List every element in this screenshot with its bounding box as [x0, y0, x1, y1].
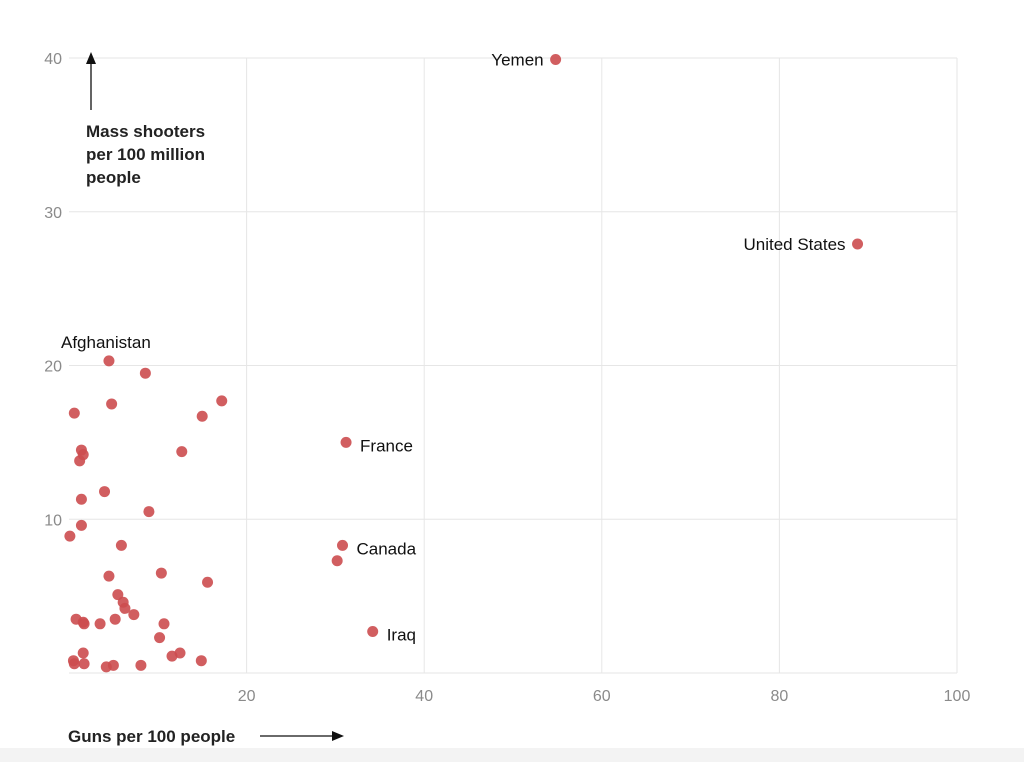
point-label-canada: Canada	[357, 539, 417, 558]
gridlines	[69, 57, 958, 674]
data-point	[115, 539, 127, 551]
point-label-afghanistan: Afghanistan	[61, 333, 151, 352]
bottom-strip	[0, 748, 1024, 762]
data-point-united-states	[852, 238, 864, 250]
x-tick-label: 100	[944, 688, 971, 705]
data-point-france	[340, 436, 352, 448]
point-label-iraq: Iraq	[387, 625, 416, 644]
point-label-france: France	[360, 436, 413, 455]
x-axis-label-group: Guns per 100 people	[68, 727, 344, 746]
x-axis-label: Guns per 100 people	[68, 727, 235, 746]
data-point	[112, 589, 124, 601]
data-point	[135, 659, 147, 671]
data-point-canada	[337, 539, 349, 551]
data-point	[166, 650, 178, 662]
data-point	[195, 655, 207, 667]
data-point	[107, 659, 119, 671]
data-point	[119, 602, 131, 614]
data-points	[64, 367, 343, 673]
data-point	[78, 618, 90, 630]
y-axis-label-line-3: people	[86, 168, 141, 187]
x-tick-label: 80	[771, 688, 789, 705]
data-point	[196, 410, 208, 422]
y-tick-label: 10	[44, 512, 62, 529]
data-point	[143, 506, 155, 518]
y-axis-ticks: 10 20 30 40	[44, 51, 62, 529]
data-point	[68, 658, 80, 670]
y-tick-label: 40	[44, 51, 62, 68]
data-point	[128, 609, 140, 621]
data-point	[94, 618, 106, 630]
point-label-united-states: United States	[743, 235, 845, 254]
x-tick-label: 40	[415, 688, 433, 705]
data-point	[75, 493, 87, 505]
y-axis-label-line-1: Mass shooters	[86, 122, 205, 141]
data-point	[99, 486, 111, 498]
data-point	[331, 555, 343, 567]
x-tick-label: 20	[238, 688, 256, 705]
data-point-iraq	[367, 625, 379, 637]
data-point	[139, 367, 151, 379]
data-point	[74, 455, 86, 467]
data-point	[154, 632, 166, 644]
x-axis-ticks: 20 40 60 80 100	[238, 688, 971, 705]
x-tick-label: 60	[593, 688, 611, 705]
data-point	[176, 446, 188, 458]
point-label-yemen: Yemen	[491, 51, 543, 70]
data-point	[103, 570, 115, 582]
data-point	[106, 398, 118, 410]
data-point	[77, 647, 89, 659]
data-point-yemen	[550, 54, 562, 66]
data-point	[68, 407, 80, 419]
data-point	[78, 658, 90, 670]
data-point	[216, 395, 228, 407]
y-axis-label-group: Mass shooters per 100 million people	[86, 52, 205, 187]
y-tick-label: 20	[44, 359, 62, 376]
data-point	[75, 519, 87, 531]
labeled-points: Yemen United States Afghanistan France Canad…	[61, 51, 864, 644]
y-tick-label: 30	[44, 205, 62, 222]
y-axis-label-line-2: per 100 million	[86, 145, 205, 164]
data-point	[202, 576, 214, 588]
data-point	[64, 530, 76, 542]
data-point	[158, 618, 170, 630]
data-point	[155, 567, 167, 579]
data-point-afghanistan	[103, 355, 115, 367]
x-axis-arrowhead	[332, 731, 344, 741]
data-point	[109, 613, 121, 625]
y-axis-arrowhead	[86, 52, 96, 64]
